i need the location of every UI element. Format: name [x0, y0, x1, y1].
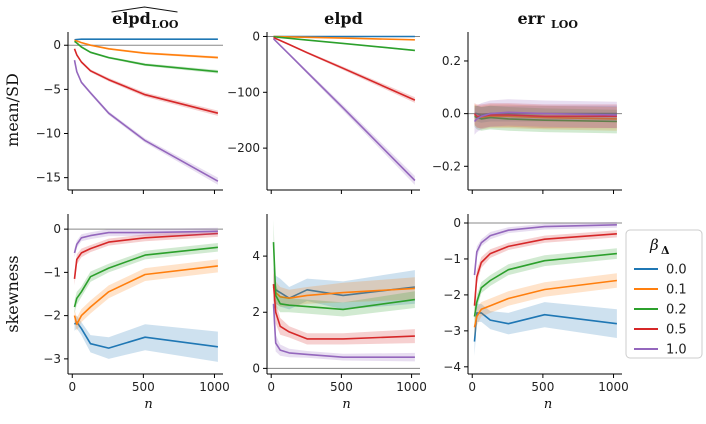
x-axis-label: n	[342, 397, 350, 412]
panel-title-subscript: LOO	[152, 18, 179, 31]
y-tick-label: −2	[443, 288, 461, 302]
y-tick-label: 0.2	[442, 54, 461, 68]
legend-title-sub: Δ	[661, 244, 670, 257]
series-band-0.2	[474, 248, 617, 326]
series-line-1.0	[73, 60, 219, 182]
series-band-0.0	[474, 302, 617, 356]
series-band-1.0	[74, 227, 218, 258]
row-label-top: mean/SD	[3, 73, 22, 147]
series-band-0.5	[74, 230, 218, 286]
series-line-0.0	[74, 38, 218, 41]
series-line-0.2	[272, 242, 416, 311]
panel-bottom-right: 0 −1 −2 −3 −4 0 500 1000 n	[443, 214, 629, 412]
series-line-1.0	[73, 230, 218, 254]
series-line-0.5	[73, 232, 218, 279]
x-tick-label: 500	[531, 380, 554, 394]
series-line-1.0	[272, 303, 415, 359]
series-line-0.5	[272, 284, 415, 340]
legend-label-0.1: 0.1	[666, 283, 687, 298]
y-tick-label: −2	[43, 309, 61, 323]
x-axis-label: n	[144, 397, 152, 412]
series-line-0.5	[473, 113, 617, 118]
series-band-0.1	[273, 272, 415, 307]
x-axis-label: n	[544, 397, 552, 412]
legend-label-0.0: 0.0	[666, 263, 687, 278]
y-tick-label: −4	[443, 360, 461, 374]
series-line-1.0	[272, 38, 416, 182]
series-band-0.5	[74, 47, 218, 116]
panel-title: elpd	[112, 9, 151, 28]
y-tick-label: −100	[227, 85, 260, 99]
x-tick-label: 0	[468, 380, 476, 394]
x-tick-label: 0	[68, 380, 76, 394]
y-tick-label: −5	[43, 82, 61, 96]
series-band-0.2	[74, 243, 218, 314]
series-line-0.2	[74, 40, 218, 73]
y-tick-label: 0	[252, 361, 260, 375]
series-line-0.2	[73, 246, 218, 308]
series-band-0.2	[273, 219, 415, 317]
series-line-0.5	[273, 36, 416, 101]
series-line-0.5	[473, 233, 617, 306]
y-tick-label: −10	[36, 127, 61, 141]
panel-top-left: 0 −5 −10 −15 elpd LOO	[36, 6, 223, 194]
y-tick-label: 4	[252, 249, 260, 263]
series-band-1.0	[273, 287, 415, 362]
legend-label-0.5: 0.5	[666, 323, 687, 338]
legend-label-0.2: 0.2	[666, 303, 687, 318]
panel-top-middle: 0 −100 −200 elpd	[227, 9, 420, 194]
series-line-0.5	[73, 48, 219, 114]
series-line-0.2	[473, 252, 617, 317]
series-line-0.1	[74, 39, 218, 59]
y-tick-label: −3	[443, 324, 461, 338]
y-tick-label: 0	[53, 222, 61, 236]
legend-title: β	[649, 236, 659, 254]
series-line-0.1	[73, 265, 218, 326]
y-tick-label: 0.0	[442, 107, 461, 121]
legend-label-1.0: 1.0	[666, 343, 687, 358]
panel-title-subscript: LOO	[551, 18, 578, 31]
series-band-1.0	[74, 58, 218, 185]
y-tick-label: −0.2	[432, 159, 461, 173]
y-tick-label: 2	[252, 305, 260, 319]
series-band-1.0	[474, 99, 617, 135]
series-line-0.2	[273, 35, 415, 52]
x-tick-label: 0	[267, 380, 275, 394]
panel-title: elpd	[324, 9, 363, 28]
series-band-1.0	[474, 221, 617, 283]
y-tick-label: 0	[53, 38, 61, 52]
y-tick-label: −1	[43, 265, 61, 279]
legend-items: 0.0 0.1 0.2 0.5 1.0	[634, 263, 687, 358]
y-tick-label: 0	[453, 216, 461, 230]
y-tick-label: −200	[227, 141, 260, 155]
title-hat	[111, 6, 178, 13]
panel-top-right: 0.2 0.0 −0.2 err LOO	[432, 9, 622, 194]
series-line-1.0	[473, 224, 617, 276]
y-tick-label: 0	[252, 29, 260, 43]
y-tick-label: −3	[43, 352, 61, 366]
legend: β Δ 0.0 0.1 0.2 0.5 1.0	[625, 229, 703, 359]
panel-bottom-left: 0 −1 −2 −3 0 500 1000 n	[43, 214, 230, 412]
legend-frame	[625, 229, 703, 359]
x-tick-label: 1000	[199, 380, 230, 394]
y-tick-label: −1	[443, 252, 461, 266]
panel-title: err	[517, 9, 545, 28]
y-tick-label: −15	[36, 171, 61, 185]
x-tick-label: 1000	[396, 380, 427, 394]
series-line-0.2	[474, 115, 617, 123]
x-tick-label: 1000	[598, 380, 629, 394]
row-label-bottom: skewness	[3, 255, 22, 332]
series-band-0.0	[74, 315, 218, 362]
series-line-0.1	[473, 279, 617, 328]
series-line-0.0	[473, 312, 617, 342]
x-tick-label: 500	[330, 380, 353, 394]
series-band-0.0	[273, 267, 415, 310]
series-line-1.0	[473, 111, 617, 123]
x-tick-label: 500	[132, 380, 155, 394]
panel-bottom-middle: 0 2 4 0 500 1000 n	[252, 214, 427, 412]
series-band-0.1	[474, 273, 617, 338]
